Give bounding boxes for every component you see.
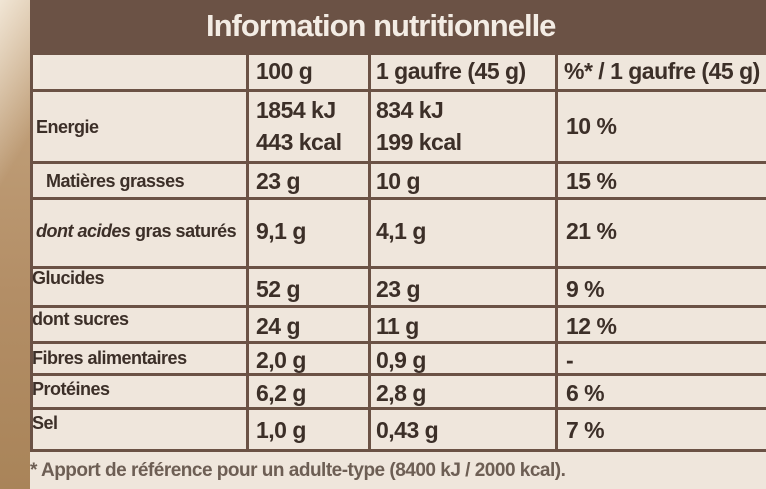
table-rule	[368, 52, 371, 452]
title-banner	[30, 0, 766, 52]
table-cell: 52 g	[256, 276, 301, 302]
row-label: dont acides gras saturés	[36, 220, 237, 242]
table-cell: 10 %	[566, 113, 617, 139]
table-cell: 9 %	[566, 276, 605, 302]
table-cell: 6,2 g	[256, 380, 306, 406]
table-cell: 6 %	[566, 380, 605, 406]
table-rule	[30, 449, 766, 452]
table-cell: 1854 kJ	[256, 97, 336, 123]
table-cell: 2,8 g	[376, 380, 426, 406]
table-cell: 15 %	[566, 168, 617, 194]
row-label: dont sucres	[32, 309, 129, 329]
row-label: Fibres alimentaires	[32, 348, 187, 368]
table-cell: 4,1 g	[376, 218, 426, 244]
table-rule	[30, 161, 766, 164]
table-rule	[30, 266, 766, 269]
column-header: 1 gaufre (45 g)	[376, 58, 526, 84]
row-label: Energie	[36, 117, 99, 137]
table-cell: 21 %	[566, 218, 617, 244]
table-rule	[246, 52, 249, 452]
table-cell: 834 kJ	[376, 97, 444, 123]
table-rule	[30, 89, 766, 92]
table-cell: 12 %	[566, 313, 617, 339]
table-rule	[30, 52, 766, 55]
row-label: Glucides	[32, 268, 105, 288]
table-rule	[555, 52, 558, 452]
table-cell: 23 g	[256, 168, 301, 194]
table-cell: 2,0 g	[256, 347, 306, 373]
table-cell: 9,1 g	[256, 218, 306, 244]
row-label: Protéines	[32, 379, 110, 399]
row-label-rest: gras saturés	[130, 221, 237, 241]
table-rule	[30, 407, 766, 410]
footnote: * Apport de référence pour un adulte-typ…	[30, 460, 566, 481]
table-cell: 443 kcal	[256, 129, 342, 155]
page-title: Information nutritionnelle	[206, 8, 556, 43]
table-cell: 11 g	[376, 313, 419, 339]
column-header: %* / 1 gaufre (45 g)	[564, 58, 760, 84]
table-cell: -	[566, 347, 574, 373]
table-cell: 24 g	[256, 313, 301, 339]
nutrition-table: 100 g 1 gaufre (45 g) %* / 1 gaufre (45 …	[30, 52, 766, 453]
row-label: Sel	[32, 413, 58, 433]
table-cell: 1,0 g	[256, 417, 306, 443]
table-cell: 10 g	[376, 168, 421, 194]
table-rule	[30, 341, 766, 344]
table-rule	[30, 52, 33, 452]
row-label-italic: dont acides	[36, 221, 131, 241]
table-cell: 7 %	[566, 417, 605, 443]
table-cell: 0,9 g	[376, 347, 426, 373]
table-cell: 199 kcal	[376, 129, 462, 155]
table-cell: 23 g	[376, 276, 421, 302]
table-rule	[30, 197, 766, 200]
table-rule	[30, 305, 766, 308]
table-cell: 0,43 g	[376, 417, 439, 443]
row-label: Matières grasses	[46, 171, 185, 191]
column-header: 100 g	[256, 58, 313, 84]
table-rule	[30, 373, 766, 376]
